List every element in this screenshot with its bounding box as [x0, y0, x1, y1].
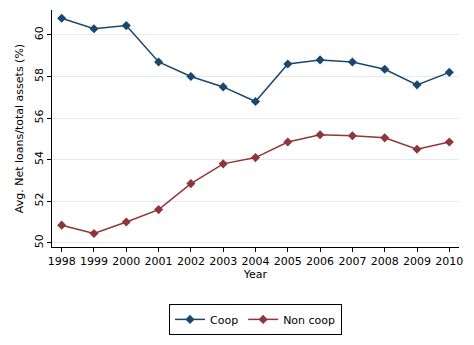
svg-text:50: 50: [33, 234, 46, 248]
svg-text:2001: 2001: [145, 255, 173, 268]
svg-text:2004: 2004: [242, 255, 270, 268]
svg-text:Coop: Coop: [210, 314, 238, 327]
svg-text:1999: 1999: [80, 255, 108, 268]
svg-text:54: 54: [33, 151, 46, 165]
svg-text:2000: 2000: [112, 255, 140, 268]
svg-text:2009: 2009: [403, 255, 431, 268]
svg-text:56: 56: [33, 109, 46, 123]
svg-text:58: 58: [33, 68, 46, 82]
svg-text:2006: 2006: [306, 255, 334, 268]
svg-text:2002: 2002: [177, 255, 205, 268]
svg-text:2007: 2007: [338, 255, 366, 268]
svg-text:2003: 2003: [209, 255, 237, 268]
svg-text:1998: 1998: [48, 255, 76, 268]
svg-text:52: 52: [33, 193, 46, 207]
svg-text:Year: Year: [243, 268, 268, 281]
svg-text:Avg. Net loans/total assets (%: Avg. Net loans/total assets (%): [13, 44, 26, 213]
svg-text:60: 60: [33, 26, 46, 40]
svg-text:2005: 2005: [274, 255, 302, 268]
svg-text:2008: 2008: [371, 255, 399, 268]
svg-text:Non coop: Non coop: [283, 314, 335, 327]
svg-text:2010: 2010: [435, 255, 463, 268]
